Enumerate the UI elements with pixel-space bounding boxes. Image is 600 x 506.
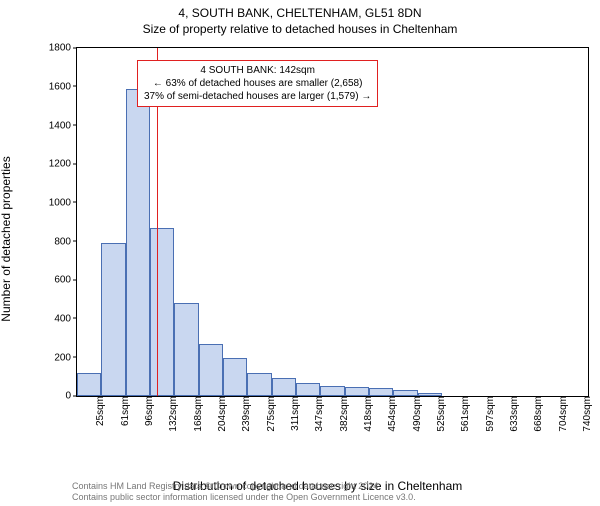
plot-container: Number of detached properties 0200400600…: [40, 41, 595, 437]
y-tick: 200: [54, 352, 77, 363]
x-tick: 239sqm: [235, 396, 252, 432]
annotation-box: 4 SOUTH BANK: 142sqm← 63% of detached ho…: [137, 60, 378, 107]
histogram-bar: [126, 89, 150, 396]
y-tick: 1600: [49, 81, 77, 92]
histogram-bar: [174, 303, 198, 396]
x-tick: 561sqm: [454, 396, 471, 432]
annotation-line: 4 SOUTH BANK: 142sqm: [144, 64, 371, 77]
x-tick: 704sqm: [552, 396, 569, 432]
x-tick: 668sqm: [527, 396, 544, 432]
x-tick: 61sqm: [114, 396, 131, 426]
x-tick: 454sqm: [381, 396, 398, 432]
footer-line: Contains public sector information licen…: [72, 492, 416, 503]
histogram-bar: [247, 373, 271, 396]
x-tick: 311sqm: [284, 396, 301, 431]
x-tick: 597sqm: [479, 396, 496, 432]
y-tick: 800: [54, 236, 77, 247]
sub-title: Size of property relative to detached ho…: [0, 22, 600, 38]
y-tick: 1200: [49, 159, 77, 170]
y-tick: 400: [54, 313, 77, 324]
histogram-bar: [272, 378, 296, 396]
histogram-bar: [77, 373, 101, 396]
x-tick: 204sqm: [211, 396, 228, 432]
x-tick: 132sqm: [162, 396, 179, 432]
y-tick: 0: [65, 391, 77, 402]
annotation-line: 37% of semi-detached houses are larger (…: [144, 90, 371, 103]
x-tick: 740sqm: [576, 396, 593, 432]
plot-area: 02004006008001000120014001600180025sqm61…: [76, 47, 589, 397]
histogram-bar: [223, 358, 247, 397]
x-tick: 418sqm: [357, 396, 374, 432]
histogram-bar: [101, 243, 125, 396]
x-tick: 275sqm: [260, 396, 277, 432]
histogram-bar: [296, 383, 320, 397]
y-tick: 1400: [49, 120, 77, 131]
x-tick: 382sqm: [333, 396, 350, 432]
y-tick: 1000: [49, 197, 77, 208]
histogram-bar: [320, 386, 344, 397]
x-tick: 25sqm: [89, 396, 106, 426]
y-tick: 600: [54, 275, 77, 286]
histogram-bar: [345, 387, 369, 397]
x-tick: 96sqm: [138, 396, 155, 426]
y-tick: 1800: [49, 43, 77, 54]
x-tick: 347sqm: [308, 396, 325, 432]
y-axis-label: Number of detached properties: [0, 156, 13, 321]
super-title: 4, SOUTH BANK, CHELTENHAM, GL51 8DN: [0, 6, 600, 22]
histogram-bar: [150, 228, 174, 396]
histogram-bar: [199, 344, 223, 396]
x-tick: 525sqm: [430, 396, 447, 432]
annotation-line: ← 63% of detached houses are smaller (2,…: [144, 77, 371, 90]
footer-line: Contains HM Land Registry data © Crown c…: [72, 481, 416, 492]
x-tick: 168sqm: [187, 396, 204, 432]
x-tick: 633sqm: [503, 396, 520, 432]
x-tick: 490sqm: [406, 396, 423, 432]
